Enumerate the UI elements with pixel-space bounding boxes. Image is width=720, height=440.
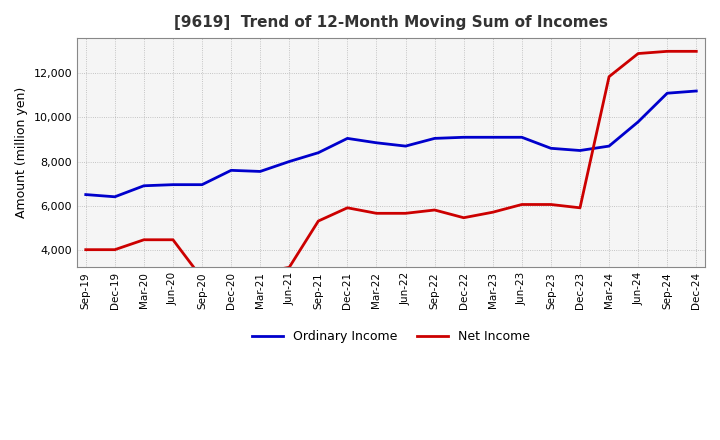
Title: [9619]  Trend of 12-Month Moving Sum of Incomes: [9619] Trend of 12-Month Moving Sum of I… [174, 15, 608, 30]
Net Income [372, 211, 381, 216]
Net Income [81, 247, 90, 252]
Net Income [401, 211, 410, 216]
Ordinary Income [227, 168, 235, 173]
Ordinary Income [256, 169, 264, 174]
Ordinary Income [634, 119, 642, 125]
Ordinary Income [285, 159, 294, 164]
Net Income [663, 49, 672, 54]
Ordinary Income [401, 143, 410, 149]
Ordinary Income [198, 182, 207, 187]
Net Income [459, 215, 468, 220]
Ordinary Income [546, 146, 555, 151]
Net Income [227, 267, 235, 272]
Net Income [168, 237, 177, 242]
Ordinary Income [663, 91, 672, 96]
Net Income [256, 270, 264, 275]
Net Income [343, 205, 352, 210]
Ordinary Income [81, 192, 90, 197]
Ordinary Income [110, 194, 119, 199]
Ordinary Income [314, 150, 323, 155]
Net Income [314, 218, 323, 224]
Line: Ordinary Income: Ordinary Income [86, 91, 696, 197]
Net Income [634, 51, 642, 56]
Net Income [488, 209, 497, 215]
Y-axis label: Amount (million yen): Amount (million yen) [15, 87, 28, 218]
Ordinary Income [431, 136, 439, 141]
Net Income [518, 202, 526, 207]
Ordinary Income [518, 135, 526, 140]
Ordinary Income [576, 148, 585, 153]
Ordinary Income [343, 136, 352, 141]
Net Income [110, 247, 119, 252]
Net Income [692, 49, 701, 54]
Net Income [431, 207, 439, 213]
Net Income [576, 205, 585, 210]
Ordinary Income [488, 135, 497, 140]
Ordinary Income [459, 135, 468, 140]
Legend: Ordinary Income, Net Income: Ordinary Income, Net Income [247, 325, 535, 348]
Net Income [140, 237, 148, 242]
Net Income [605, 74, 613, 79]
Ordinary Income [692, 88, 701, 94]
Ordinary Income [372, 140, 381, 146]
Net Income [285, 265, 294, 270]
Line: Net Income: Net Income [86, 51, 696, 279]
Ordinary Income [140, 183, 148, 188]
Ordinary Income [168, 182, 177, 187]
Ordinary Income [605, 143, 613, 149]
Net Income [546, 202, 555, 207]
Net Income [198, 276, 207, 281]
